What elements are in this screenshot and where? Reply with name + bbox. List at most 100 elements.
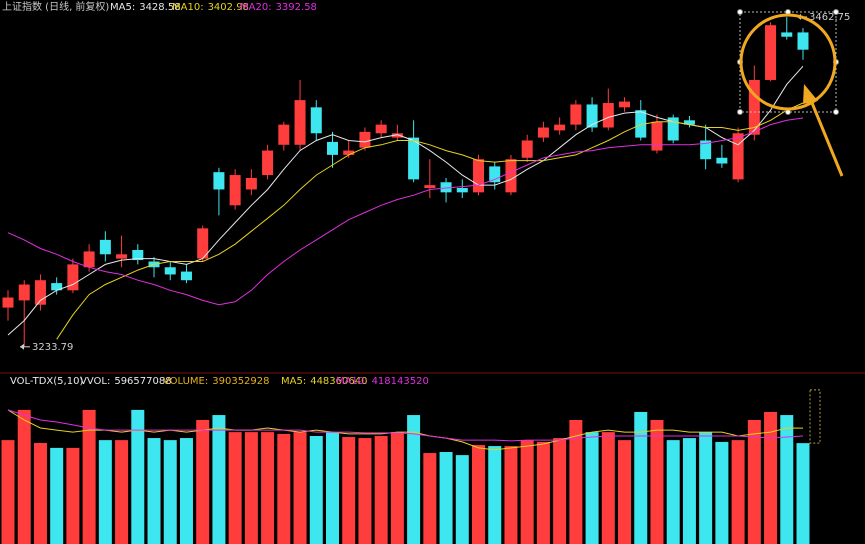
candle-body <box>375 124 387 134</box>
volume-bar <box>196 419 210 544</box>
volume-bar <box>228 432 242 544</box>
volume-bar <box>17 409 31 544</box>
candle-body <box>424 185 436 189</box>
candle-body <box>570 104 582 125</box>
volume-bar <box>131 409 145 544</box>
candle-body <box>213 172 225 190</box>
candle-body <box>116 254 128 259</box>
volume-bar <box>715 441 729 544</box>
volume-bar <box>472 445 486 544</box>
legend-entry: VOLUME: 390352928 <box>163 376 270 387</box>
candle-body <box>667 117 679 141</box>
candle-body <box>278 124 290 145</box>
legend-value: 418143520 <box>372 376 429 387</box>
volume-bar <box>488 446 502 544</box>
candle-body <box>180 271 192 281</box>
candle-body <box>521 140 533 158</box>
legend-value: 596577088 <box>114 376 171 387</box>
volume-bar <box>504 446 518 544</box>
legend-value: 448360640 <box>310 376 367 387</box>
volume-bar <box>261 432 275 544</box>
candle-body <box>602 103 614 128</box>
selection-handle <box>737 9 743 15</box>
volume-bar <box>50 447 64 544</box>
candle-body <box>440 182 452 193</box>
legend-value: 390352928 <box>212 376 269 387</box>
highlight-circle <box>739 13 837 111</box>
volume-bar <box>553 438 567 544</box>
volume-bar <box>455 455 469 544</box>
volume-bar <box>439 452 453 544</box>
volume-bar <box>650 419 664 544</box>
pointer-arrow <box>808 97 844 177</box>
legend-name: MA10: <box>336 376 368 387</box>
legend-name: MA20: <box>240 2 272 13</box>
candle-body <box>781 32 793 37</box>
legend-name: MA10: <box>172 2 204 13</box>
legend-value: 3428.58 <box>139 2 180 13</box>
candle-body <box>732 133 744 180</box>
candle-body <box>164 267 176 275</box>
pointer-arrowhead <box>803 84 818 104</box>
candle-body <box>456 188 468 193</box>
candle-body <box>343 150 355 155</box>
candle-body <box>586 104 598 128</box>
volume-bar <box>634 411 648 544</box>
volume-bar <box>66 447 80 544</box>
legend-value: 3392.58 <box>276 2 317 13</box>
selection-handle <box>833 9 839 15</box>
volume-bar <box>82 409 96 544</box>
volume-bar <box>407 415 421 544</box>
annotation-label: 3462.75 <box>809 12 850 23</box>
volume-bar <box>115 440 129 544</box>
legend-entry: MA5: 448360640 <box>281 376 367 387</box>
candle-body <box>473 159 485 193</box>
candle-body <box>797 32 809 50</box>
volume-bar <box>682 438 696 544</box>
ma-line <box>56 102 804 340</box>
volume-bar <box>342 437 356 544</box>
selection-handle <box>737 109 743 115</box>
chart-title: 上证指数 (日线, 前复权) <box>2 0 109 13</box>
volume-bar <box>423 453 437 544</box>
legend-name: VOLUME: <box>163 376 208 387</box>
volume-bar <box>293 432 307 544</box>
volume-bar <box>764 411 778 544</box>
candle-body <box>99 239 111 255</box>
candle-body <box>310 107 322 134</box>
legend-entry: MA20: 3392.58 <box>240 2 317 13</box>
volume-ma-line <box>7 409 804 442</box>
ma-line <box>7 65 804 336</box>
annotation-label: 3233.79 <box>32 342 73 353</box>
candle-body <box>619 101 631 108</box>
candle-body <box>505 159 517 193</box>
annotation-arrowhead <box>20 343 24 350</box>
ma-line <box>7 117 804 306</box>
candle-body <box>294 100 306 145</box>
candle-body <box>18 284 30 301</box>
candle-body <box>651 121 663 151</box>
candle-body <box>408 137 420 180</box>
volume-bar <box>796 443 810 544</box>
candle-body <box>359 131 371 148</box>
legend-entry: MA5: 3428.58 <box>110 2 181 13</box>
legend-entry: VVOL: 596577088 <box>80 376 172 387</box>
volume-bar <box>666 440 680 544</box>
candle-body <box>245 177 257 190</box>
selection-handle <box>833 109 839 115</box>
candle-body <box>262 150 274 176</box>
candle-body <box>716 157 728 164</box>
candle-body <box>197 228 209 259</box>
candle-body <box>132 249 144 261</box>
volume-bar <box>747 419 761 544</box>
volume-bar <box>585 432 599 544</box>
volume-bar <box>536 441 550 544</box>
candle-body <box>635 110 647 138</box>
volume-bar <box>325 432 339 544</box>
candle-body <box>765 25 777 80</box>
candle-body <box>537 127 549 138</box>
volume-bar <box>699 432 713 544</box>
candle-body <box>683 120 695 125</box>
volume-bar <box>618 440 632 544</box>
